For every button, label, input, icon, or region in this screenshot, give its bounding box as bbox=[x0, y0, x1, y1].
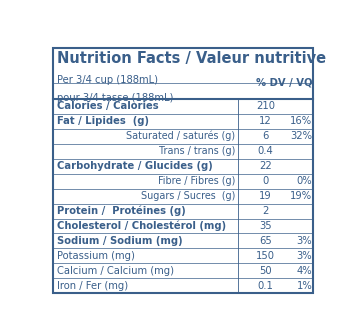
Bar bbox=[53, 203, 313, 218]
Text: 3%: 3% bbox=[297, 236, 312, 246]
Text: 150: 150 bbox=[256, 251, 275, 261]
Bar bbox=[53, 144, 313, 159]
Text: 0: 0 bbox=[262, 176, 268, 186]
Text: Sodium / Sodium (mg): Sodium / Sodium (mg) bbox=[57, 236, 183, 246]
Bar bbox=[53, 233, 313, 248]
Text: Potassium (mg): Potassium (mg) bbox=[57, 251, 135, 261]
Text: 19: 19 bbox=[259, 191, 272, 201]
Text: 0%: 0% bbox=[297, 176, 312, 186]
Text: 3%: 3% bbox=[297, 251, 312, 261]
Bar bbox=[53, 189, 313, 203]
Text: Cholesterol / Cholestérol (mg): Cholesterol / Cholestérol (mg) bbox=[57, 221, 226, 231]
Text: 16%: 16% bbox=[290, 116, 312, 126]
Text: Iron / Fer (mg): Iron / Fer (mg) bbox=[57, 281, 128, 291]
Text: Per 3/4 cup (188mL): Per 3/4 cup (188mL) bbox=[57, 75, 158, 85]
Bar bbox=[53, 279, 313, 293]
Bar bbox=[53, 218, 313, 233]
Text: Fat / Lipides  (g): Fat / Lipides (g) bbox=[57, 116, 149, 126]
Text: 35: 35 bbox=[259, 221, 272, 231]
Text: Protein /  Protéines (g): Protein / Protéines (g) bbox=[57, 206, 186, 216]
Text: Sugars / Sucres  (g): Sugars / Sucres (g) bbox=[141, 191, 236, 201]
Text: pour 3/4 tasse (188mL): pour 3/4 tasse (188mL) bbox=[57, 93, 174, 103]
Bar bbox=[53, 248, 313, 264]
Text: Calories / Calories: Calories / Calories bbox=[57, 101, 159, 111]
Text: 1%: 1% bbox=[296, 281, 312, 291]
Text: % DV / VQ: % DV / VQ bbox=[256, 77, 313, 88]
Text: 22: 22 bbox=[259, 161, 272, 171]
Text: Carbohydrate / Glucides (g): Carbohydrate / Glucides (g) bbox=[57, 161, 213, 171]
Bar bbox=[53, 114, 313, 129]
Text: Nutrition Facts / Valeur nutritive: Nutrition Facts / Valeur nutritive bbox=[57, 51, 326, 66]
Text: 19%: 19% bbox=[290, 191, 312, 201]
Text: 65: 65 bbox=[259, 236, 272, 246]
Text: 210: 210 bbox=[256, 101, 275, 111]
Text: 0.1: 0.1 bbox=[257, 281, 273, 291]
Text: 6: 6 bbox=[262, 131, 268, 141]
Bar bbox=[53, 264, 313, 279]
Bar bbox=[53, 174, 313, 189]
Text: Fibre / Fibres (g): Fibre / Fibres (g) bbox=[158, 176, 236, 186]
Bar bbox=[53, 129, 313, 144]
Text: 12: 12 bbox=[259, 116, 272, 126]
Text: Saturated / saturés (g): Saturated / saturés (g) bbox=[126, 131, 236, 141]
Text: 50: 50 bbox=[259, 266, 272, 276]
Text: 0.4: 0.4 bbox=[257, 146, 273, 156]
Text: Calcium / Calcium (mg): Calcium / Calcium (mg) bbox=[57, 266, 174, 276]
Bar bbox=[53, 99, 313, 114]
Bar bbox=[53, 159, 313, 174]
Text: 32%: 32% bbox=[290, 131, 312, 141]
Text: 4%: 4% bbox=[297, 266, 312, 276]
Text: 2: 2 bbox=[262, 206, 268, 216]
Text: Trans / trans (g): Trans / trans (g) bbox=[159, 146, 236, 156]
